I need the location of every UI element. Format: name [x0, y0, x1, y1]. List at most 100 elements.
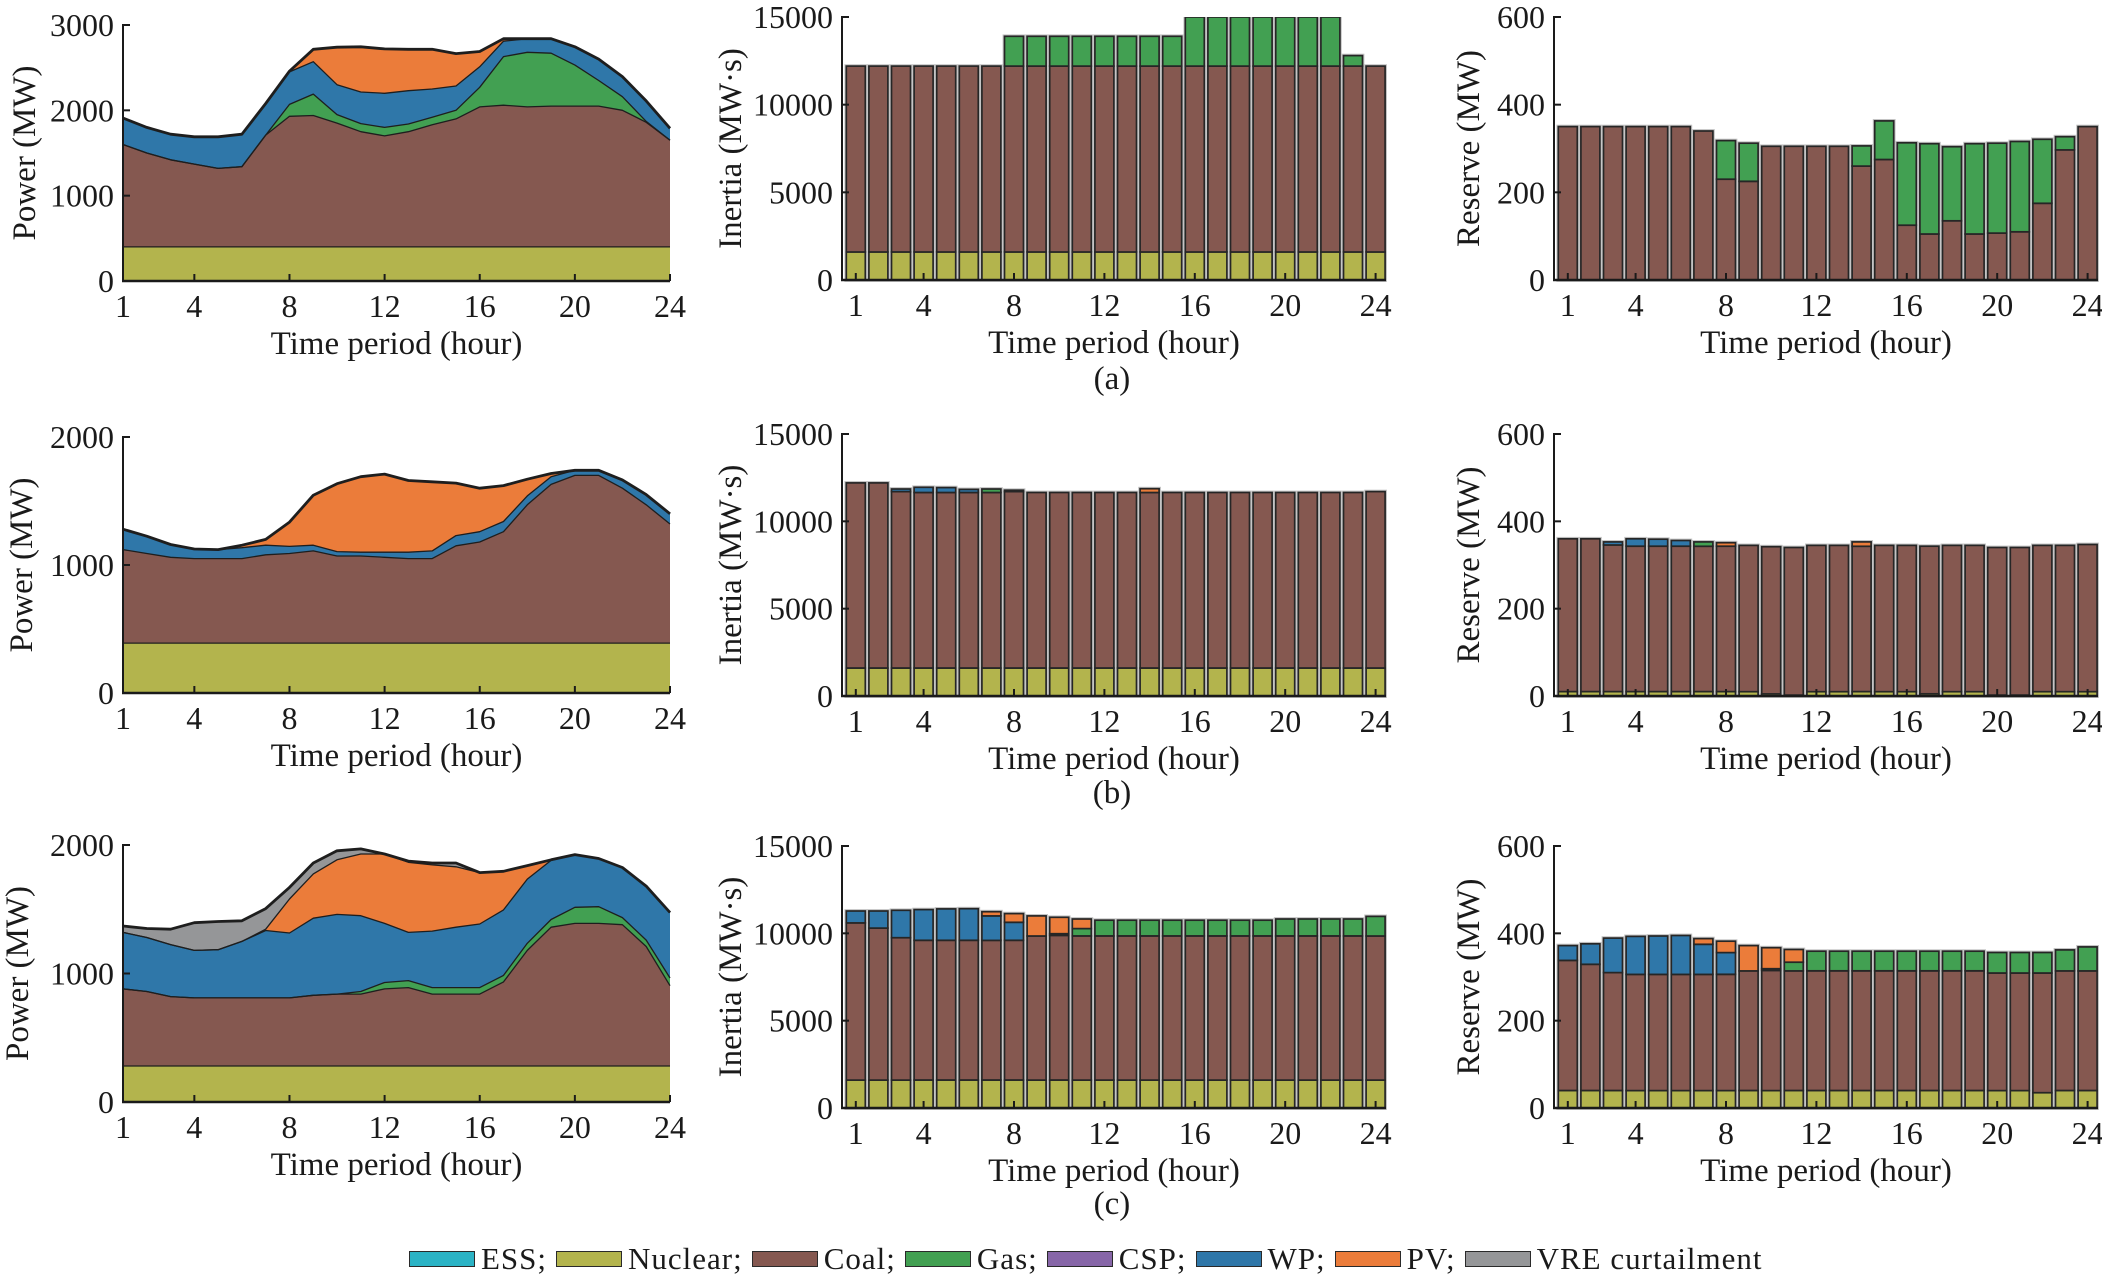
chart-b-power: 0 1000 2000 1 4 8 12 16 20 24 Time period (hour) Po… — [4, 419, 686, 774]
bar-segment-gas — [1026, 35, 1047, 67]
bar-segment-pv — [1693, 937, 1714, 946]
csp-swatch-icon — [1046, 1251, 1113, 1267]
x-tick-label: 12 — [1088, 287, 1120, 323]
bar-segment-coal — [890, 65, 912, 253]
bar-segment-coal — [1760, 145, 1782, 281]
x-axis-title: Time period (hour) — [271, 738, 523, 774]
bar-segment-coal — [1873, 544, 1895, 693]
legend-label-vre-curtailment: VRE curtailment — [1536, 1241, 1763, 1276]
bar-segment-nuclear — [981, 251, 1002, 281]
area-layer-gas — [123, 906, 670, 998]
y-axis-title: Reserve (MW) — [1451, 466, 1487, 663]
bar-segment-coal — [1365, 490, 1386, 669]
bar-segment-coal — [2009, 546, 2031, 696]
x-tick-label: 12 — [1088, 1115, 1120, 1151]
bar-segment-gas — [1116, 35, 1138, 67]
bar-segment-pv — [1048, 916, 1070, 935]
bar-segment-coal — [1297, 491, 1319, 669]
bar-segment-coal — [1941, 219, 1963, 281]
bar-segment-wp — [958, 488, 980, 494]
bar-segment-coal — [1647, 973, 1669, 1092]
x-tick-label: 20 — [1981, 1115, 2013, 1151]
x-tick-label: 8 — [1718, 1115, 1734, 1151]
bar-segment-coal — [2054, 148, 2076, 281]
bar-segment-coal — [958, 939, 980, 1081]
bar-segment-coal — [1071, 65, 1093, 253]
x-tick-label: 16 — [1891, 703, 1923, 739]
legend-label-ess: ESS; — [481, 1241, 548, 1276]
bar-segment-coal — [1986, 972, 2008, 1092]
y-tick-label: 600 — [1497, 828, 1545, 864]
y-axis-title: Reserve (MW) — [1451, 878, 1487, 1075]
y-tick-label: 600 — [1497, 0, 1545, 35]
area-layer-wp — [123, 470, 670, 559]
bar-segment-nuclear — [1320, 1079, 1341, 1109]
bar-segment-coal — [1342, 935, 1364, 1081]
x-tick-label: 20 — [1269, 1115, 1301, 1151]
bar-segment-gas — [1229, 919, 1251, 937]
area-layer-coal — [123, 475, 670, 644]
bar-segment-coal — [1828, 145, 1850, 281]
x-tick-label: 4 — [916, 703, 932, 739]
bar-segment-coal — [1783, 970, 1805, 1092]
area-boundary-gas — [122, 906, 671, 999]
bar-segment-coal — [1670, 545, 1692, 693]
bar-segment-nuclear — [1026, 251, 1047, 281]
bar-segment-gas — [1161, 35, 1183, 67]
y-tick-label: 0 — [1529, 1090, 1545, 1126]
bar-segment-wp — [981, 915, 1002, 942]
bar-segment-wp — [1670, 539, 1692, 548]
area-layer-wp — [123, 38, 670, 169]
x-tick-label: 4 — [1628, 1115, 1644, 1151]
bar-segment-gas — [1986, 951, 2008, 974]
bar-segment-nuclear — [1964, 1089, 1985, 1109]
bar-segment-nuclear — [1693, 1089, 1714, 1109]
bar-segment-coal — [2032, 544, 2053, 693]
panel-label: (c) — [1094, 1186, 1131, 1222]
bar-segment-coal — [1557, 959, 1579, 1092]
y-tick-label: 0 — [817, 1090, 833, 1126]
bar-segment-nuclear — [1071, 251, 1093, 281]
plot-marks — [844, 906, 1387, 1110]
bar-segment-gas — [2054, 949, 2076, 972]
bar-segment-gas — [1919, 142, 1940, 235]
axes: 0 5000 10000 15000 1 4 8 12 16 20 24 — [753, 828, 1392, 1151]
bar-segment-coal — [1003, 490, 1025, 669]
plot-marks — [122, 468, 671, 693]
bar-segment-gas — [1297, 17, 1319, 67]
bar-segment-coal — [1320, 65, 1341, 253]
area-layer-pv — [123, 38, 670, 137]
bar-segment-coal — [1229, 65, 1251, 253]
bar-segment-coal — [1760, 969, 1782, 1092]
bar-segment-gas — [1003, 35, 1025, 67]
axes: 0 5000 10000 15000 1 4 8 12 16 20 24 — [753, 0, 1392, 323]
bar-segment-coal — [1738, 970, 1759, 1092]
bar-segment-gas — [1919, 950, 1940, 972]
bar-segment-coal — [1715, 545, 1737, 693]
bar-segment-gas — [981, 488, 1002, 494]
chart-c-inertia: 0 5000 10000 15000 1 4 8 12 16 20 24 Time period (h… — [713, 828, 1392, 1189]
chart-a-power: 0 1000 2000 3000 1 4 8 12 16 20 24 Time period (hou… — [7, 7, 686, 362]
chart-a-reserve: 0 200 400 600 1 4 8 12 16 20 24 Time period (hour) R… — [1451, 0, 2102, 361]
bar-segment-nuclear — [1580, 1089, 1601, 1109]
ess-swatch-icon — [409, 1251, 475, 1267]
plot-marks — [1556, 536, 2100, 698]
y-axis-title: Inertia (MW·s) — [713, 877, 749, 1078]
x-tick-label: 4 — [916, 287, 932, 323]
bar-segment-coal — [868, 927, 889, 1081]
bar-segment-coal — [1919, 233, 1940, 281]
plot-marks — [122, 847, 672, 1102]
bar-segment-coal — [1919, 545, 1940, 695]
bar-segment-coal — [1851, 545, 1872, 693]
axes: 0 1000 2000 3000 1 4 8 12 16 20 24 — [50, 7, 686, 324]
x-tick-label: 1 — [1560, 287, 1576, 323]
bar-segment-gas — [2032, 138, 2053, 205]
wp-swatch-icon — [1195, 1251, 1262, 1267]
bar-segment-coal — [1738, 180, 1759, 281]
bar-segment-pv — [1783, 948, 1805, 964]
bar-segment-coal — [913, 491, 934, 669]
bar-segment-gas — [1896, 950, 1918, 972]
legend-item-nuclear: Nuclear; — [556, 1241, 743, 1277]
bar-segment-coal — [935, 939, 957, 1081]
y-tick-label: 200 — [1497, 591, 1545, 627]
